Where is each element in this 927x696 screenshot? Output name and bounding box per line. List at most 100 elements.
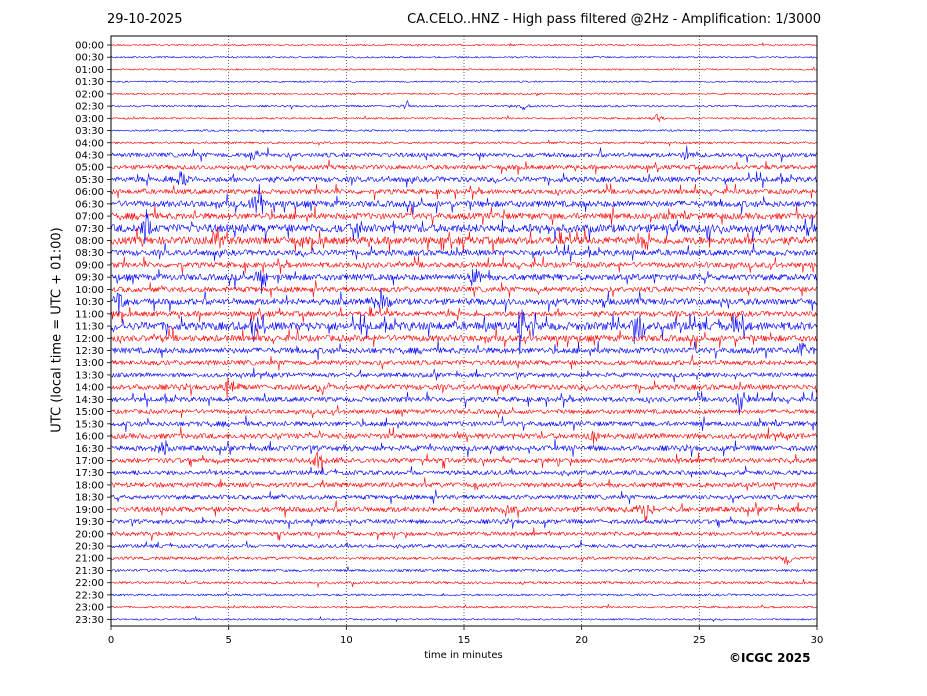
y-tick-label: 08:00 (75, 236, 104, 247)
y-tick-label: 13:30 (75, 370, 104, 381)
trace-22:00 (110, 579, 818, 588)
trace-04:30 (110, 145, 818, 163)
y-tick-label: 05:30 (75, 175, 104, 186)
y-tick-label: 18:00 (75, 480, 104, 491)
y-tick-label: 23:30 (75, 615, 104, 626)
y-tick-label: 19:30 (75, 517, 104, 528)
x-tick-label: 15 (458, 635, 471, 646)
y-tick-label: 01:00 (75, 65, 104, 76)
trace-21:00 (110, 555, 818, 566)
y-tick-label: 15:00 (75, 407, 104, 418)
trace-02:00 (110, 92, 818, 97)
y-tick-label: 16:00 (75, 432, 104, 443)
y-tick-label: 07:00 (75, 212, 104, 223)
y-tick-label: 00:00 (75, 41, 104, 52)
trace-03:30 (110, 129, 818, 133)
y-tick-label: 10:30 (75, 297, 104, 308)
trace-17:30 (110, 465, 818, 478)
trace-23:00 (110, 603, 818, 609)
y-tick-label: 17:00 (75, 456, 104, 467)
trace-12:30 (110, 340, 818, 361)
y-tick-label: 00:30 (75, 53, 104, 64)
y-tick-label: 22:30 (75, 590, 104, 601)
trace-06:00 (110, 183, 818, 201)
trace-10:30 (110, 288, 818, 315)
trace-16:30 (110, 438, 818, 458)
y-tick-label: 09:30 (75, 273, 104, 284)
y-tick-label: 05:00 (75, 163, 104, 174)
x-tick-label: 25 (693, 635, 706, 646)
trace-08:00 (110, 226, 818, 254)
y-tick-label: 08:30 (75, 248, 104, 259)
y-tick-label: 14:00 (75, 383, 104, 394)
trace-21:30 (110, 566, 818, 573)
trace-06:30 (110, 184, 818, 215)
trace-05:30 (110, 171, 818, 189)
trace-10:00 (110, 280, 818, 298)
trace-16:00 (110, 426, 818, 445)
y-tick-label: 16:30 (75, 444, 104, 455)
y-tick-label: 22:00 (75, 578, 104, 589)
y-tick-label: 17:30 (75, 468, 104, 479)
trace-11:30 (110, 309, 818, 355)
trace-07:00 (110, 205, 818, 226)
trace-00:30 (110, 56, 818, 59)
y-tick-label: 18:30 (75, 493, 104, 504)
trace-09:30 (110, 268, 818, 294)
y-tick-label: 01:30 (75, 77, 104, 88)
y-tick-label: 12:00 (75, 334, 104, 345)
y-tick-label: 02:00 (75, 89, 104, 100)
trace-00:00 (110, 42, 818, 47)
trace-15:00 (110, 404, 818, 419)
trace-19:30 (110, 516, 818, 530)
trace-13:30 (110, 367, 818, 383)
y-tick-label: 20:30 (75, 542, 104, 553)
trace-08:30 (110, 242, 818, 263)
y-tick-label: 23:00 (75, 603, 104, 614)
trace-20:30 (110, 540, 818, 551)
y-tick-label: 03:00 (75, 114, 104, 125)
chart-title: CA.CELO..HNZ - High pass filtered @2Hz -… (407, 12, 821, 27)
y-tick-label: 03:30 (75, 126, 104, 137)
trace-02:30 (110, 100, 818, 111)
y-tick-label: 02:30 (75, 102, 104, 113)
trace-11:00 (110, 306, 818, 324)
y-tick-label: 15:30 (75, 419, 104, 430)
trace-14:30 (110, 391, 818, 416)
copyright: ©ICGC 2025 (729, 651, 811, 665)
trace-19:00 (110, 500, 818, 523)
y-tick-label: 21:30 (75, 566, 104, 577)
y-axis-label: UTC (local time = UTC + 01:00) (49, 227, 65, 433)
y-tick-label: 21:00 (75, 554, 104, 565)
trace-22:30 (110, 592, 818, 597)
y-tick-label: 06:30 (75, 199, 104, 210)
x-tick-label: 5 (225, 635, 231, 646)
trace-04:00 (110, 139, 818, 147)
trace-01:00 (110, 66, 818, 71)
y-tick-label: 12:30 (75, 346, 104, 357)
x-tick-label: 10 (340, 635, 353, 646)
date-label: 29-10-2025 (107, 12, 183, 27)
y-tick-label: 10:00 (75, 285, 104, 296)
y-tick-label: 09:00 (75, 260, 104, 271)
y-tick-label: 06:00 (75, 187, 104, 198)
y-tick-label: 11:30 (75, 322, 104, 333)
y-tick-label: 13:00 (75, 358, 104, 369)
trace-13:00 (110, 354, 818, 371)
trace-14:00 (110, 377, 818, 399)
trace-09:00 (110, 255, 818, 275)
trace-18:00 (110, 477, 818, 491)
trace-18:30 (110, 489, 818, 505)
trace-01:30 (110, 80, 818, 83)
trace-03:00 (110, 113, 818, 122)
trace-12:00 (110, 327, 818, 350)
trace-07:30 (110, 209, 818, 244)
trace-05:00 (110, 159, 818, 175)
y-tick-label: 04:30 (75, 150, 104, 161)
y-tick-label: 14:30 (75, 395, 104, 406)
trace-15:30 (110, 415, 818, 433)
y-tick-label: 11:00 (75, 309, 104, 320)
y-tick-label: 04:00 (75, 138, 104, 149)
y-tick-label: 19:00 (75, 505, 104, 516)
